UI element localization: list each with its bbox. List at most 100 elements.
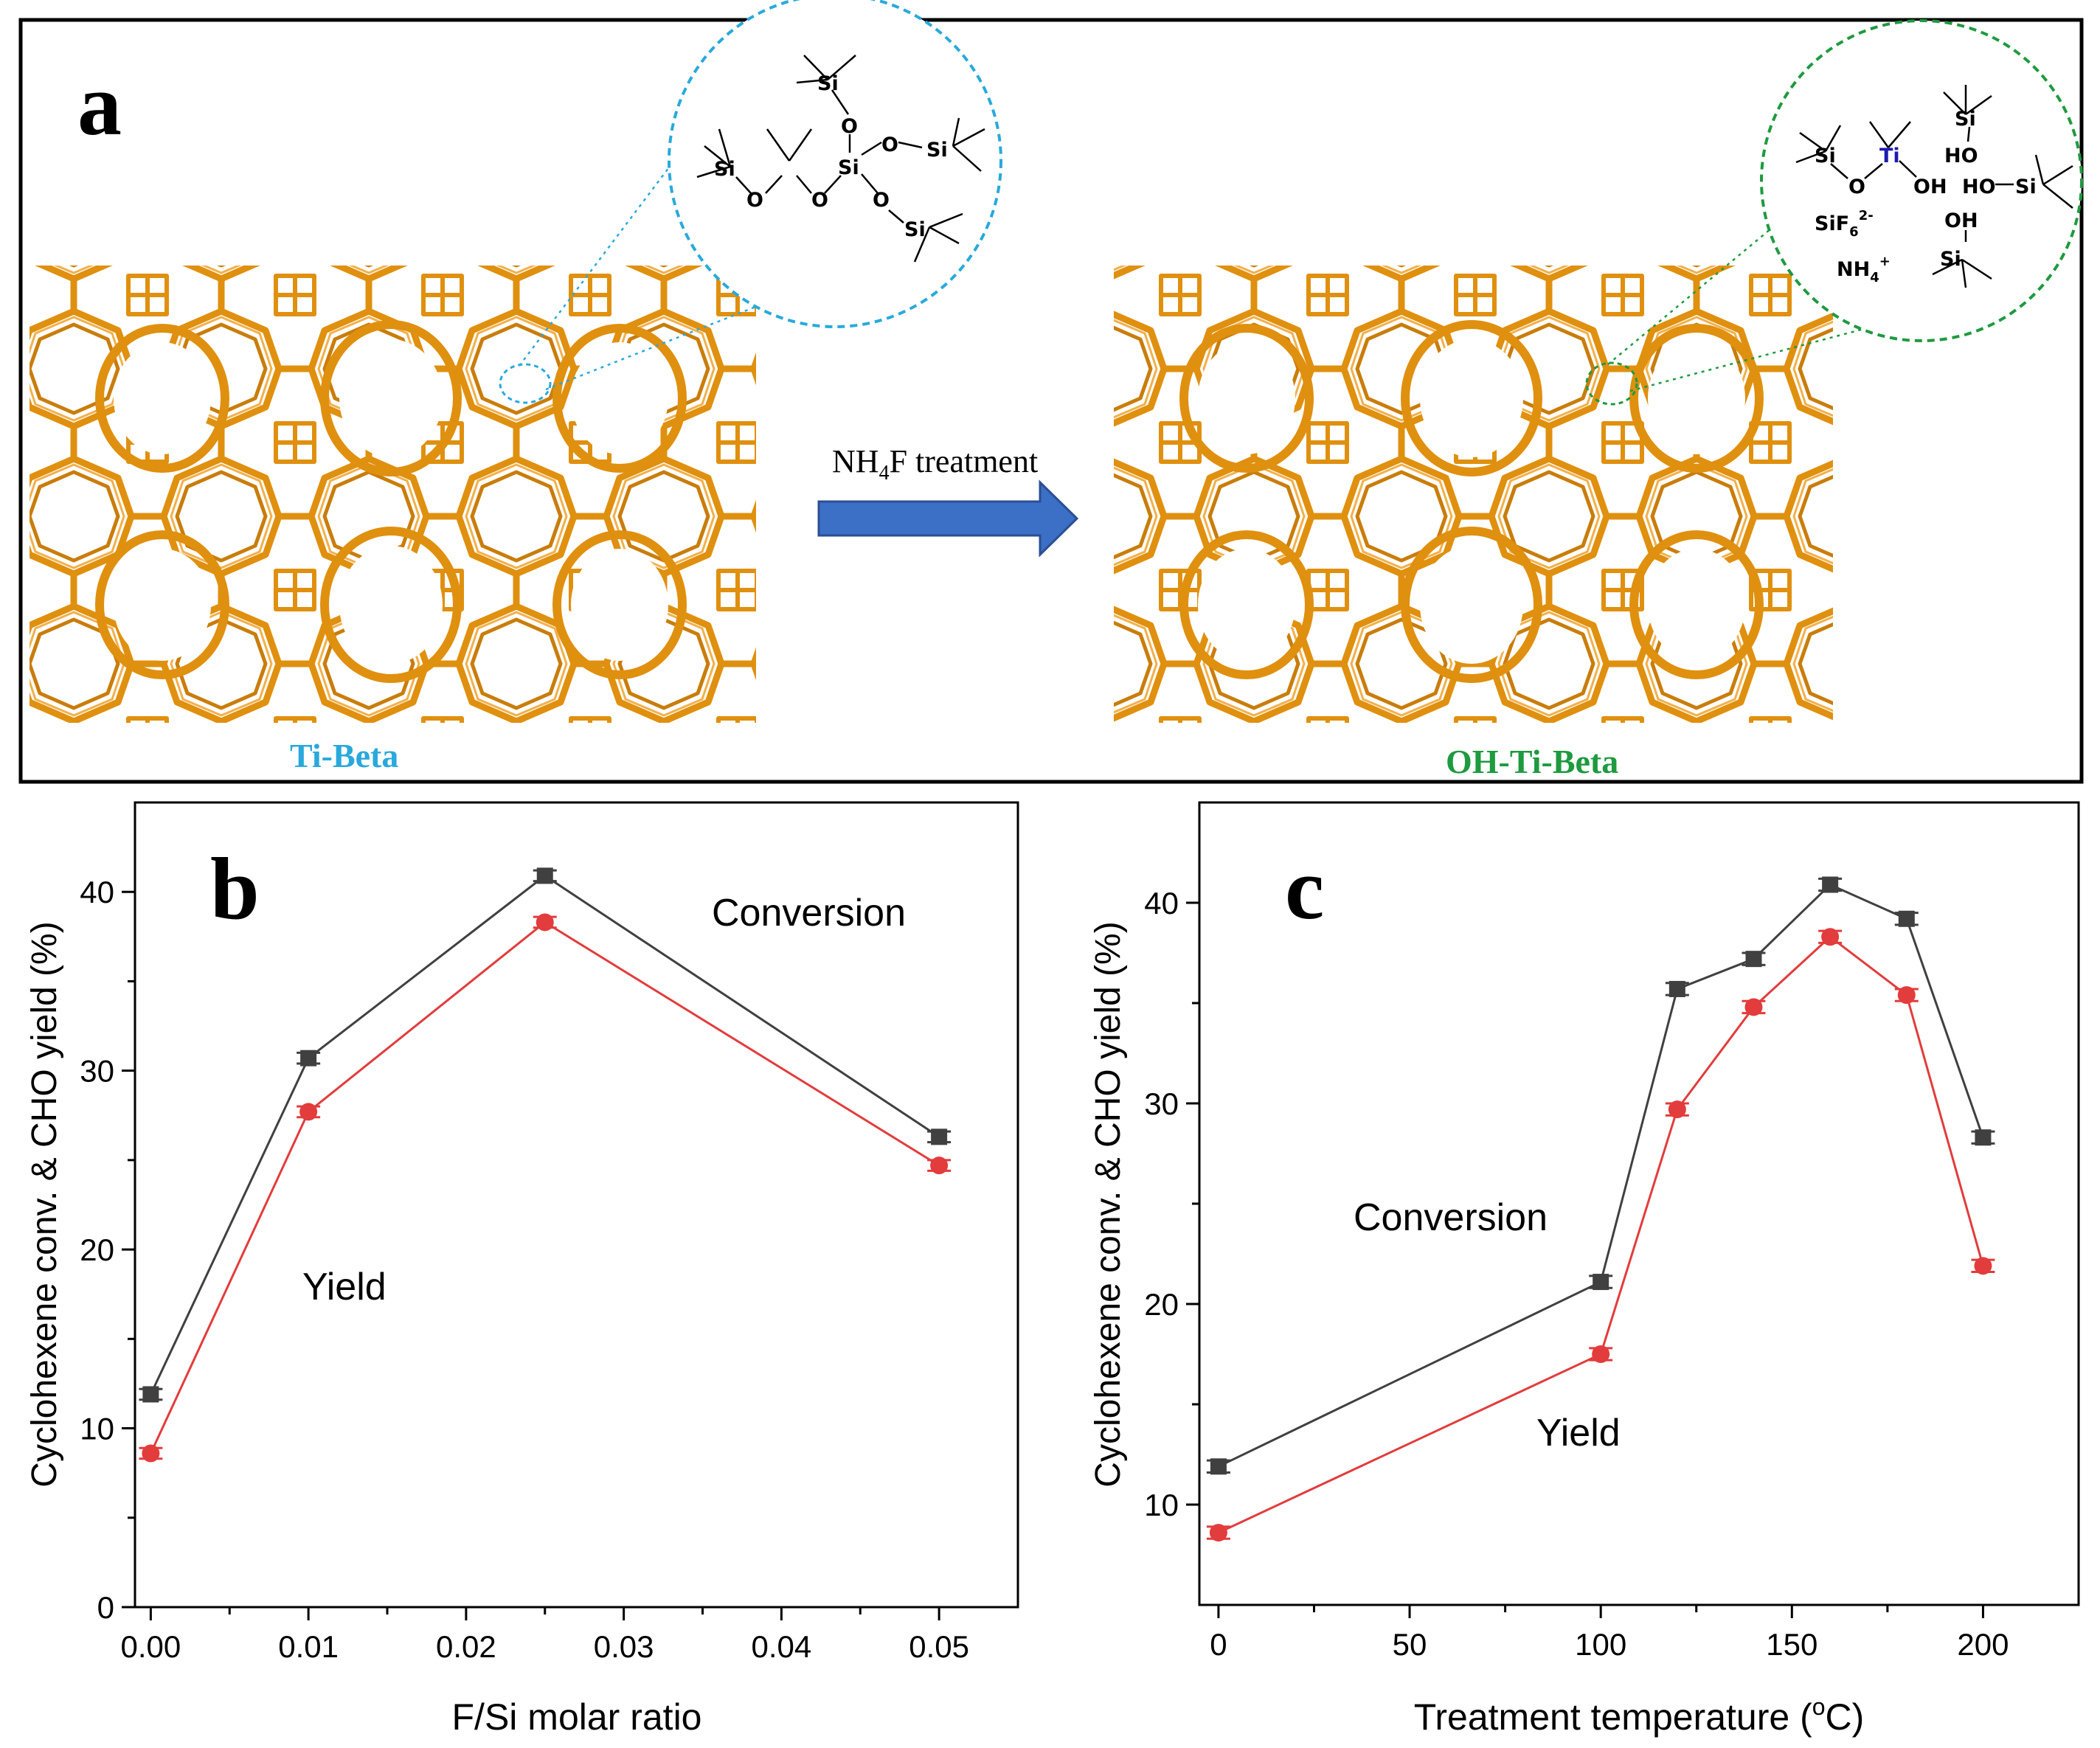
panel-c-x-tick-label: 50	[1393, 1627, 1427, 1662]
ti-beta-inset-structure: Si O Si O Si O Si Si O O	[696, 55, 985, 263]
panel-b-conversion-point	[297, 1050, 321, 1067]
ti-beta-framework	[30, 266, 756, 723]
svg-text:O: O	[1848, 176, 1865, 198]
svg-text:OH: OH	[1944, 209, 1978, 232]
panel-b-x-tick-label: 0.02	[436, 1629, 496, 1664]
ti-beta-label: Ti-Beta	[290, 737, 398, 774]
panel-c-yield-point	[1894, 986, 1919, 1005]
panel-c-conversion-point	[1665, 980, 1689, 997]
oh-ti-beta-zoom-marker	[1585, 361, 1638, 406]
panel-c-yield-point	[1206, 1524, 1230, 1542]
svg-text:Si: Si	[926, 139, 948, 162]
svg-text:Ti: Ti	[1879, 145, 1900, 167]
panel-c-x-tick-label: 100	[1575, 1627, 1626, 1662]
ti-beta-zoom-marker	[499, 363, 552, 404]
panel-c-conversion-annotation: Conversion	[1354, 1196, 1548, 1239]
panel-c-y-tick-label: 10	[1144, 1488, 1179, 1522]
panel-b-yield-point	[139, 1444, 163, 1463]
panel-b-conversion-point	[139, 1386, 163, 1403]
panel-b-axes: 0.00 0.01 0.02 0.03 0.04 0.05 0 10 20 30 40	[80, 875, 969, 1664]
panel-c-conversion-line	[1218, 883, 1984, 1468]
panel-c-axes: 0 50 100 150 200 10 20 30 40	[1144, 886, 2009, 1662]
panel-b-plot-frame	[134, 801, 1019, 1609]
svg-text:Si: Si	[2015, 176, 2037, 198]
panel-b-yield-point	[533, 913, 557, 932]
panel-c-letter-label: c	[1285, 839, 1324, 937]
oh-ti-beta-framework	[1114, 266, 1833, 723]
panel-a-letter: a	[77, 55, 122, 153]
treatment-arrow	[817, 479, 1079, 558]
panel-b-yield-line	[150, 920, 940, 1454]
panel-b-y-axis-title: Cyclohexene conv. & CHO yield (%)	[25, 921, 64, 1487]
panel-c-yield-point	[1971, 1257, 1995, 1275]
panel-c-conversion-point	[1742, 951, 1766, 968]
panel-c-conversion-point	[1971, 1129, 1995, 1146]
svg-text:Si: Si	[838, 156, 859, 179]
oh-ti-beta-label: OH-Ti-Beta	[1446, 743, 1618, 780]
panel-c-series	[1206, 876, 1995, 1542]
panel-b-x-tick-label: 0.05	[909, 1629, 969, 1664]
panel-c-conversion-point	[1589, 1274, 1613, 1291]
svg-text:O: O	[811, 189, 828, 212]
panel-c-y-tick-label: 30	[1144, 1086, 1179, 1121]
oh-ti-beta-inset-structure: Si O Ti OH Si HO HO Si SiF62- OH Si NH4+	[1795, 85, 2073, 288]
panel-c-yield-point	[1818, 928, 1843, 946]
treatment-label: NH4F treatment	[832, 443, 1038, 485]
panel-b-x-tick-label: 0.03	[594, 1629, 654, 1664]
panel-c-x-axis-title: Treatment temperature (oC)	[1414, 1693, 1865, 1738]
svg-text:Si: Si	[714, 158, 735, 181]
panel-c-yield-point	[1665, 1100, 1689, 1119]
svg-text:Si: Si	[817, 72, 839, 95]
panel-b-x-tick-label: 0.00	[121, 1629, 181, 1664]
panel-b-yield-annotation: Yield	[302, 1266, 387, 1308]
panel-a: a Ti-Beta	[18, 0, 2084, 784]
svg-text:O: O	[841, 115, 858, 138]
svg-text:O: O	[746, 189, 763, 212]
panel-b-x-tick-label: 0.04	[752, 1629, 812, 1664]
svg-text:SiF62-: SiF62-	[1815, 208, 1874, 240]
panel-b-y-tick-label: 40	[80, 875, 114, 909]
ti-beta-inset-circle	[668, 0, 1002, 328]
panel-b-x-axis-title: F/Si molar ratio	[452, 1696, 702, 1738]
panel-b-conversion-point	[533, 867, 557, 884]
panel-c-x-tick-label: 150	[1766, 1627, 1817, 1662]
svg-text:HO: HO	[1962, 176, 1996, 198]
svg-text:OH: OH	[1913, 176, 1947, 198]
svg-text:NH4+: NH4+	[1837, 254, 1891, 285]
svg-text:HO: HO	[1944, 145, 1978, 167]
panel-b-series	[139, 867, 952, 1463]
panel-b-y-tick-label: 0	[97, 1590, 114, 1625]
panel-c-yield-point	[1742, 998, 1766, 1016]
svg-text:Si: Si	[904, 218, 926, 241]
panel-c-yield-point	[1589, 1345, 1613, 1363]
panel-b-letter-label: b	[210, 839, 260, 937]
panel-b-conversion-point	[927, 1128, 952, 1145]
panel-c-x-tick-label: 200	[1957, 1627, 2009, 1662]
panel-c-plot-frame	[1198, 801, 2080, 1606]
panel-c-conversion-point	[1894, 910, 1919, 927]
panel-c-y-axis-title: Cyclohexene conv. & CHO yield (%)	[1089, 921, 1128, 1487]
svg-text:O: O	[873, 189, 890, 212]
panel-b-yield-point	[927, 1156, 952, 1175]
panel-c-conversion-point	[1206, 1458, 1230, 1475]
svg-text:O: O	[881, 133, 898, 156]
panel-b-y-tick-label: 20	[80, 1232, 114, 1267]
panel-b-y-tick-label: 10	[80, 1412, 114, 1446]
svg-text:Si: Si	[1940, 248, 1961, 271]
panel-b-conversion-annotation: Conversion	[712, 892, 906, 934]
panel-b-conversion-line	[150, 874, 940, 1395]
svg-text:Si: Si	[1815, 145, 1836, 167]
panel-c-conversion-point	[1818, 876, 1843, 893]
panel-c-y-tick-label: 20	[1144, 1287, 1179, 1322]
panel-c-yield-annotation: Yield	[1536, 1412, 1621, 1454]
panel-c-y-tick-label: 40	[1144, 886, 1179, 920]
panel-b-x-tick-label: 0.01	[278, 1629, 339, 1664]
svg-text:Si: Si	[1955, 108, 1976, 131]
oh-ti-beta-inset-circle	[1760, 19, 2083, 342]
panel-b-y-tick-label: 30	[80, 1054, 114, 1089]
panel-c-x-tick-label: 0	[1210, 1627, 1227, 1662]
panel-b-yield-point	[297, 1103, 321, 1121]
